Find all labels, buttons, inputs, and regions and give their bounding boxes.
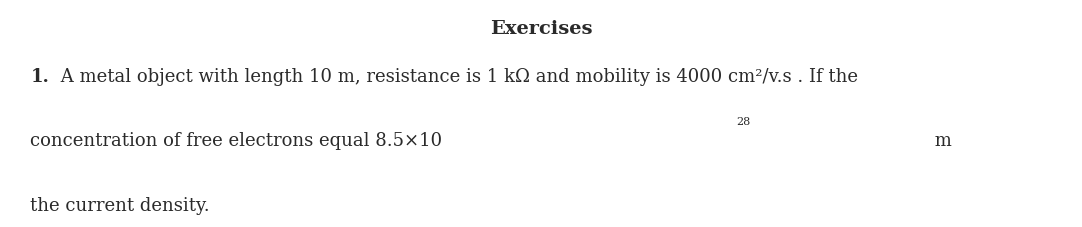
- Text: A metal object with length 10 m, resistance is 1 kΩ and mobility is 4000 cm²/v.s: A metal object with length 10 m, resista…: [55, 68, 858, 86]
- Text: Exercises: Exercises: [490, 20, 592, 38]
- Text: m: m: [929, 132, 952, 150]
- Text: concentration of free electrons equal 8.5×10: concentration of free electrons equal 8.…: [30, 132, 443, 150]
- Text: 1.: 1.: [30, 68, 49, 86]
- Text: 28: 28: [737, 117, 751, 127]
- Text: the current density.: the current density.: [30, 197, 210, 215]
